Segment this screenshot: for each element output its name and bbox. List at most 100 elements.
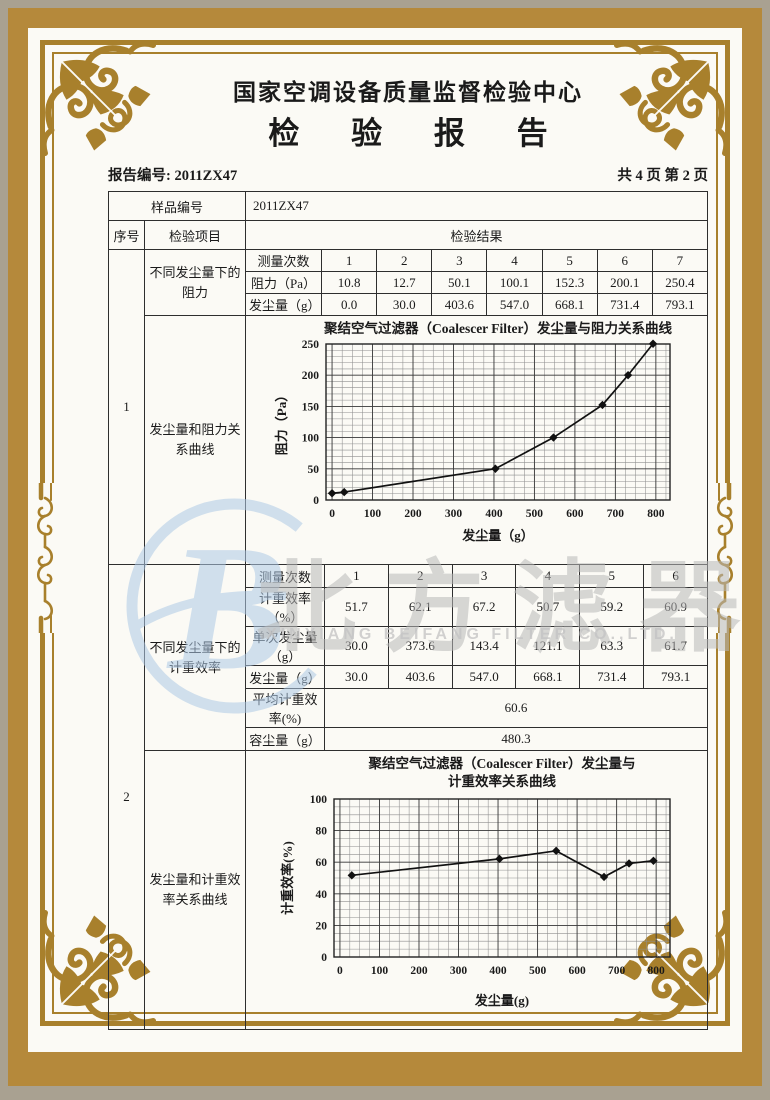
svg-text:0: 0 bbox=[337, 965, 343, 977]
item-efficiency: 不同发尘量下的计重效率 bbox=[144, 564, 246, 751]
col-header-item: 检验项目 bbox=[143, 220, 247, 250]
svg-text:0: 0 bbox=[313, 495, 319, 507]
resistance-chart-cell: 0 100 200 300 400 500 600 700 800 0 50 100 150 200 250… bbox=[245, 315, 708, 565]
chart-efficiency: 0 100 200 300 400 500 600 700 800 0 20 40 60 80 100 聚结空… bbox=[280, 755, 671, 1008]
cell: 668.1 bbox=[541, 293, 598, 316]
item-resistance-curve: 发尘量和阻力关系曲线 bbox=[144, 315, 246, 565]
svg-text:500: 500 bbox=[526, 508, 544, 520]
svg-text:300: 300 bbox=[450, 965, 468, 977]
report-number: 报告编号: 2011ZX47 bbox=[108, 168, 238, 184]
svg-text:0: 0 bbox=[321, 952, 327, 964]
organization-title: 国家空调设备质量监督检验中心 bbox=[233, 80, 583, 105]
cell: 200.1 bbox=[596, 271, 653, 294]
row-label: 计重效率（%） bbox=[245, 587, 325, 627]
row-label: 发尘量（g） bbox=[245, 293, 322, 316]
efficiency-section-table: 2 不同发尘量下的计重效率 测量次数 1 2 3 4 5 6 计重效率（%） 5… bbox=[108, 564, 708, 1030]
edge-scroll-ornament-icon bbox=[34, 483, 60, 633]
cell: 121.1 bbox=[515, 626, 581, 666]
efficiency-chart-cell: 0 100 200 300 400 500 600 700 800 0 20 40 60 80 100 聚结空… bbox=[245, 750, 708, 1030]
svg-text:60: 60 bbox=[316, 857, 328, 869]
cell: 30.0 bbox=[324, 665, 389, 689]
svg-text:200: 200 bbox=[410, 965, 428, 977]
capacity-label: 容尘量（g） bbox=[245, 727, 325, 751]
sample-no-label: 样品编号 bbox=[107, 191, 247, 221]
svg-text:200: 200 bbox=[404, 508, 422, 520]
svg-text:计重效率关系曲线: 计重效率关系曲线 bbox=[448, 773, 556, 789]
svg-text:600: 600 bbox=[566, 508, 584, 520]
svg-text:发尘量(g): 发尘量(g) bbox=[474, 993, 529, 1008]
sample-no-value: 2011ZX47 bbox=[245, 191, 708, 221]
svg-text:100: 100 bbox=[310, 794, 328, 806]
cell: 731.4 bbox=[596, 293, 653, 316]
corner-ornament-icon bbox=[41, 41, 156, 156]
svg-text:20: 20 bbox=[316, 920, 328, 932]
edge-scroll-ornament-icon bbox=[710, 483, 736, 633]
cell: 373.6 bbox=[387, 626, 453, 666]
cell: 12.7 bbox=[376, 271, 433, 294]
seq-2: 2 bbox=[108, 564, 145, 1030]
cell: 4 bbox=[486, 249, 543, 272]
item-resistance: 不同发尘量下的阻力 bbox=[144, 249, 246, 316]
table-row: 2 不同发尘量下的计重效率 测量次数 1 2 3 4 5 6 bbox=[108, 564, 708, 1030]
svg-text:600: 600 bbox=[568, 965, 586, 977]
capacity-value: 480.3 bbox=[324, 727, 708, 751]
chart-row: 发尘量和计重效率关系曲线 0 100 200 300 400 500 600 700 800 0 2… bbox=[109, 750, 708, 1030]
cell: 547.0 bbox=[486, 293, 543, 316]
svg-text:0: 0 bbox=[329, 508, 335, 520]
svg-text:聚结空气过滤器（Coalescer Filter）发尘量与: 聚结空气过滤器（Coalescer Filter）发尘量与 bbox=[367, 755, 635, 771]
cell: 63.3 bbox=[579, 626, 645, 666]
svg-text:700: 700 bbox=[607, 508, 625, 520]
dust-capacity-row: 容尘量（g） 480.3 bbox=[109, 727, 708, 751]
cell: 61.7 bbox=[643, 626, 708, 666]
row-label: 阻力（Pa） bbox=[245, 271, 322, 294]
cell: 793.1 bbox=[651, 293, 709, 316]
cell: 143.4 bbox=[451, 626, 517, 666]
table-row: 1 不同发尘量下的阻力 测量次数 1 2 3 4 5 6 7 bbox=[108, 249, 709, 565]
cell: 60.9 bbox=[643, 587, 708, 627]
row-label: 测量次数 bbox=[245, 249, 322, 272]
svg-text:100: 100 bbox=[371, 965, 389, 977]
row-label: 单次发尘量（g） bbox=[245, 626, 325, 666]
cell: 7 bbox=[651, 249, 709, 272]
cell: 793.1 bbox=[643, 665, 708, 689]
sample-number-row: 样品编号 2011ZX47 bbox=[107, 191, 708, 221]
svg-text:发尘量（g）: 发尘量（g） bbox=[461, 528, 534, 543]
cell: 6 bbox=[643, 564, 708, 588]
cell: 250.4 bbox=[651, 271, 709, 294]
cell: 100.1 bbox=[486, 271, 543, 294]
row-label: 测量次数 bbox=[245, 564, 325, 588]
row-label: 发尘量（g） bbox=[245, 665, 325, 689]
resistance-section-table: 1 不同发尘量下的阻力 测量次数 1 2 3 4 5 6 7 阻力（Pa） 10… bbox=[108, 249, 709, 565]
cell: 50.7 bbox=[515, 587, 581, 627]
cell: 30.0 bbox=[376, 293, 433, 316]
svg-text:700: 700 bbox=[608, 965, 626, 977]
cell: 1 bbox=[320, 249, 378, 272]
cell: 2 bbox=[387, 564, 453, 588]
svg-text:50: 50 bbox=[308, 464, 320, 476]
svg-text:100: 100 bbox=[364, 508, 382, 520]
cell: 67.2 bbox=[451, 587, 517, 627]
chart-resistance: 0 100 200 300 400 500 600 700 800 0 50 100 150 200 250… bbox=[274, 320, 673, 543]
cell: 10.8 bbox=[320, 271, 378, 294]
svg-text:100: 100 bbox=[302, 433, 320, 445]
svg-text:800: 800 bbox=[647, 508, 665, 520]
svg-text:200: 200 bbox=[302, 370, 320, 382]
svg-text:500: 500 bbox=[529, 965, 547, 977]
paper: 国家空调设备质量监督检验中心 检 验 报 告 报告编号: 2011ZX47 共 … bbox=[28, 28, 742, 1052]
cell: 668.1 bbox=[515, 665, 581, 689]
cell: 6 bbox=[596, 249, 653, 272]
cell: 1 bbox=[324, 564, 389, 588]
cell: 3 bbox=[451, 564, 517, 588]
cell: 152.3 bbox=[541, 271, 598, 294]
svg-text:800: 800 bbox=[648, 965, 666, 977]
svg-text:400: 400 bbox=[485, 508, 503, 520]
cell: 50.1 bbox=[431, 271, 488, 294]
corner-ornament-icon bbox=[614, 41, 729, 156]
cell: 731.4 bbox=[579, 665, 645, 689]
cell: 403.6 bbox=[431, 293, 488, 316]
table-row: 发尘量（g） 0.0 30.0 403.6 547.0 668.1 731.4 … bbox=[109, 293, 709, 316]
gold-band: 国家空调设备质量监督检验中心 检 验 报 告 报告编号: 2011ZX47 共 … bbox=[8, 8, 762, 1086]
avg-label: 平均计重效率(%) bbox=[245, 688, 325, 728]
col-header-result: 检验结果 bbox=[245, 220, 708, 250]
